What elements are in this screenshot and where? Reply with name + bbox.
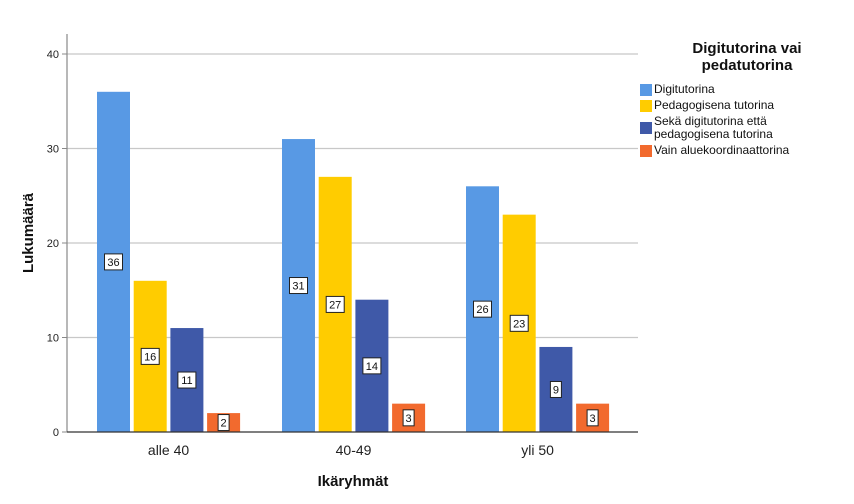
data-label: 14 (366, 361, 378, 373)
data-label-box (509, 314, 529, 332)
data-label: 26 (476, 304, 488, 316)
x-axis-title: Ikäryhmät (318, 473, 389, 490)
data-label-box (549, 380, 562, 398)
gridlines (67, 53, 638, 339)
data-label-box (140, 347, 160, 365)
legend-label: Pedagogisena tutorina (654, 98, 775, 112)
data-label: 31 (292, 281, 304, 293)
data-label-box (402, 409, 415, 427)
x-tick-label: 40-49 (336, 442, 372, 458)
legend-swatch (640, 99, 652, 112)
legend-item-molemmat: Sekä digitutorina että pedagogisena tuto… (640, 115, 790, 141)
data-label-box (473, 300, 492, 318)
data-label-box (289, 277, 308, 295)
y-axis-title: Lukumäärä (20, 192, 37, 273)
legend-label: Sekä digitutorina että pedagogisena tuto… (654, 114, 773, 141)
legend: Digitutorina vai pedatutorina Digitutori… (640, 40, 854, 160)
data-label: 11 (181, 375, 192, 387)
data-label: 9 (553, 384, 559, 396)
x-tick-label: yli 50 (521, 442, 554, 458)
data-label: 23 (513, 318, 525, 330)
legend-item-pedagogisena: Pedagogisena tutorina (640, 99, 854, 112)
y-tick-label: 40 (47, 49, 59, 61)
data-label-box (104, 253, 123, 271)
legend-swatch (640, 144, 652, 157)
legend-title-line2: pedatutorina (701, 57, 793, 74)
data-label: 16 (144, 351, 156, 363)
legend-swatch (640, 83, 652, 96)
data-label: 3 (406, 413, 412, 425)
data-label-box (586, 409, 599, 427)
y-tick-label: 30 (47, 144, 59, 156)
data-label-box (362, 357, 382, 375)
data-label-box (177, 371, 197, 389)
legend-label: Vain aluekoordinaattorina (654, 143, 790, 157)
legend-label: Digitutorina (654, 82, 715, 96)
legend-title-line1: Digitutorina vai (692, 40, 802, 57)
y-tick-label: 10 (47, 333, 59, 345)
legend-item-digitutorina: Digitutorina (640, 83, 854, 96)
y-tick-label: 20 (47, 238, 59, 250)
legend-title: Digitutorina vai pedatutorina (640, 40, 854, 74)
x-tick-label: alle 40 (148, 442, 189, 458)
y-tick-label: 0 (53, 427, 59, 439)
data-label-box (217, 414, 230, 432)
legend-item-aluekoordinaattori: Vain aluekoordinaattorina (640, 144, 854, 157)
bars: 36 16 11 2 31 27 14 3 26 23 9 3 (97, 91, 610, 433)
data-label-box (325, 295, 345, 313)
data-label: 3 (590, 413, 596, 425)
axes: 0 10 20 30 40 alle 40 40-49 yli 50 (47, 34, 638, 458)
data-label: 27 (329, 299, 341, 311)
data-label: 2 (221, 418, 227, 430)
data-label: 36 (107, 257, 119, 269)
legend-swatch (640, 122, 652, 134)
